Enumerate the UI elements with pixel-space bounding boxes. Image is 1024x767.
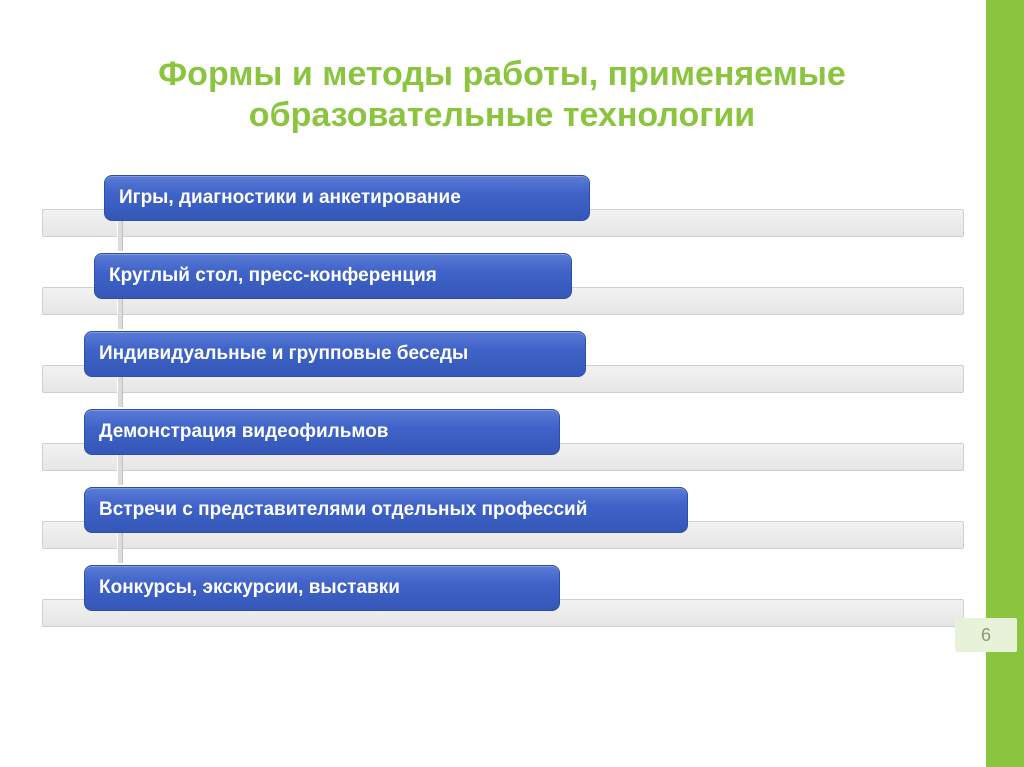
method-pill: Игры, диагностики и анкетирование: [104, 175, 590, 221]
connector: [117, 221, 123, 251]
method-pill: Встречи с представителями отдельных проф…: [84, 487, 688, 533]
list-row: Встречи с представителями отдельных проф…: [42, 487, 964, 565]
connector: [117, 299, 123, 329]
method-pill: Демонстрация видеофильмов: [84, 409, 560, 455]
slide: Формы и методы работы, применяемые образ…: [0, 0, 1024, 767]
title-line-2: образовательные технологии: [60, 95, 944, 136]
list-row: Индивидуальные и групповые беседы: [42, 331, 964, 409]
method-pill: Конкурсы, экскурсии, выставки: [84, 565, 560, 611]
method-pill: Круглый стол, пресс-конференция: [94, 253, 572, 299]
slide-title: Формы и методы работы, применяемые образ…: [60, 54, 944, 136]
title-line-1: Формы и методы работы, применяемые: [60, 54, 944, 95]
list-row: Игры, диагностики и анкетирование: [42, 175, 964, 253]
method-pill: Индивидуальные и групповые беседы: [84, 331, 586, 377]
page-number-badge: 6: [955, 618, 1017, 652]
connector: [117, 455, 123, 485]
list-row: Круглый стол, пресс-конференция: [42, 253, 964, 331]
page-number: 6: [981, 625, 991, 646]
list-row: Демонстрация видеофильмов: [42, 409, 964, 487]
list-row: Конкурсы, экскурсии, выставки: [42, 565, 964, 643]
method-list: Игры, диагностики и анкетирование Круглы…: [42, 175, 964, 643]
connector: [117, 533, 123, 563]
connector: [117, 377, 123, 407]
